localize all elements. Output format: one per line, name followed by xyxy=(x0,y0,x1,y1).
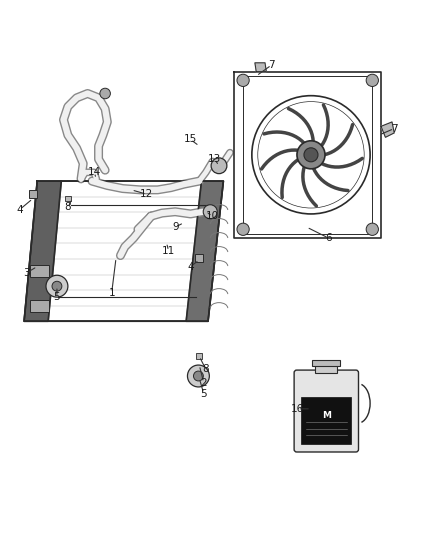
Text: 5: 5 xyxy=(200,389,207,399)
Circle shape xyxy=(297,141,325,169)
Bar xyxy=(301,397,351,444)
Bar xyxy=(65,196,71,201)
Text: 5: 5 xyxy=(53,292,60,302)
Circle shape xyxy=(52,281,62,291)
Circle shape xyxy=(46,275,68,297)
Circle shape xyxy=(237,223,249,236)
Text: 8: 8 xyxy=(202,365,209,374)
Text: 16: 16 xyxy=(291,404,304,414)
Text: 13: 13 xyxy=(208,154,221,164)
Polygon shape xyxy=(255,63,266,71)
Bar xyxy=(30,265,49,277)
Text: 14: 14 xyxy=(88,167,101,177)
Text: 6: 6 xyxy=(325,233,332,243)
Bar xyxy=(196,353,202,359)
Circle shape xyxy=(237,74,249,86)
Polygon shape xyxy=(24,181,61,321)
Circle shape xyxy=(304,148,318,162)
FancyBboxPatch shape xyxy=(294,370,358,452)
Text: 11: 11 xyxy=(162,246,175,256)
Bar xyxy=(315,365,337,373)
Circle shape xyxy=(366,223,378,236)
Circle shape xyxy=(203,205,217,219)
Text: 2: 2 xyxy=(200,377,207,387)
Polygon shape xyxy=(381,122,394,138)
Bar xyxy=(195,254,203,262)
Text: 12: 12 xyxy=(140,189,153,199)
Circle shape xyxy=(100,88,110,99)
Circle shape xyxy=(194,371,203,381)
Text: 9: 9 xyxy=(172,222,179,232)
Text: 10: 10 xyxy=(206,211,219,221)
Text: M: M xyxy=(322,411,331,420)
Bar xyxy=(30,300,49,312)
Polygon shape xyxy=(186,181,223,321)
Text: 3: 3 xyxy=(23,268,30,278)
Text: 7: 7 xyxy=(268,60,275,70)
Text: 1: 1 xyxy=(108,288,115,298)
Text: 4: 4 xyxy=(187,262,194,271)
Bar xyxy=(29,190,37,198)
Text: 7: 7 xyxy=(391,124,398,134)
Text: 4: 4 xyxy=(16,205,23,215)
Text: 8: 8 xyxy=(64,203,71,212)
Circle shape xyxy=(211,158,227,174)
Bar xyxy=(312,360,340,366)
Text: 15: 15 xyxy=(184,134,197,144)
Circle shape xyxy=(187,365,209,387)
Circle shape xyxy=(366,74,378,86)
